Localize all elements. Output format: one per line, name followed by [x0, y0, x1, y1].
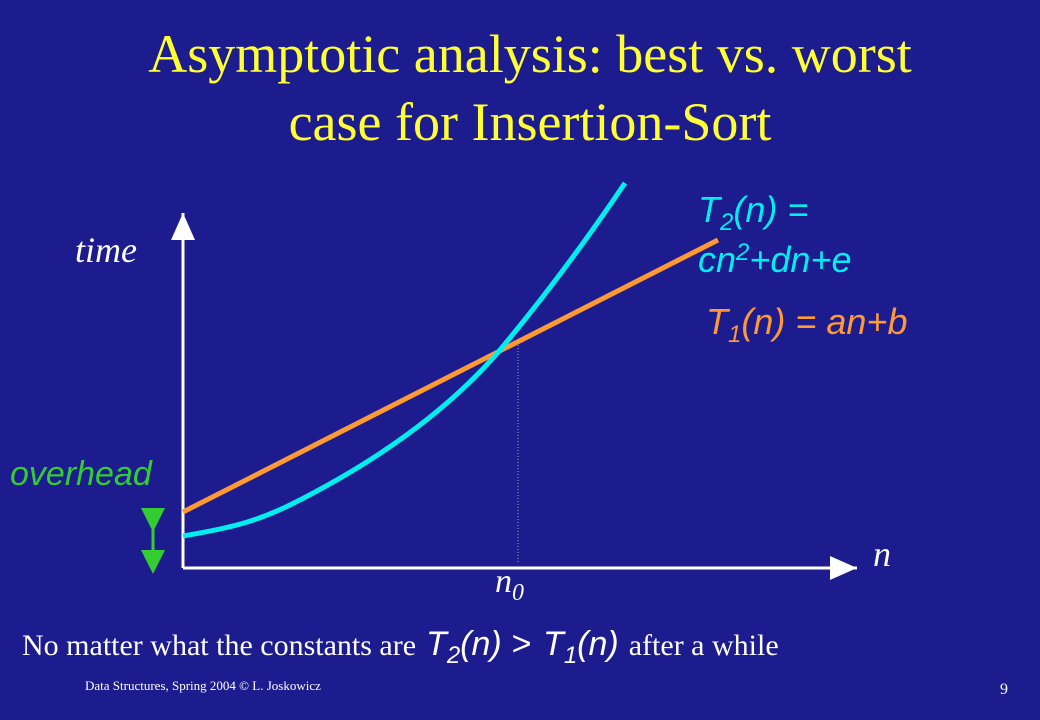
subscript: 2	[446, 642, 460, 669]
base: T	[706, 301, 731, 342]
base: T	[698, 189, 723, 230]
base: n	[495, 563, 512, 600]
caption-text: No matter what the constants are	[22, 629, 416, 662]
base: T	[543, 625, 566, 663]
rest: (n) = an+b	[741, 301, 907, 342]
title-line: Asymptotic analysis: best vs. worst	[148, 24, 911, 84]
crossover-label: n0	[495, 563, 524, 606]
y-label: time	[75, 230, 137, 270]
caption: No matter what the constants are T2(n) > T…	[22, 625, 779, 669]
linear-curve	[181, 237, 720, 515]
t2-label: T2(n) =	[698, 189, 808, 236]
caption-tail: after a while	[629, 629, 779, 662]
superscript: 2	[735, 239, 749, 266]
title-line: case for Insertion-Sort	[289, 92, 772, 152]
rest: (n)	[577, 625, 619, 663]
page-number: 9	[1000, 681, 1008, 698]
rest: (n) =	[733, 189, 808, 230]
t2-label: cn2+dn+e	[698, 239, 852, 280]
base: T	[426, 625, 449, 663]
t1-label: T1(n) = an+b	[706, 301, 907, 348]
x-label: n	[873, 534, 891, 574]
overhead-label: overhead	[10, 455, 153, 493]
rest: +dn+e	[749, 239, 851, 280]
base: cn	[698, 239, 736, 280]
rest: (n) >	[460, 625, 531, 663]
subscript: 1	[564, 642, 577, 669]
subscript: 0	[512, 580, 524, 606]
footer: Data Structures, Spring 2004 © L. Joskow…	[85, 678, 321, 693]
quadratic-curve	[182, 181, 628, 539]
subscript: 2	[719, 209, 733, 236]
subscript: 1	[728, 321, 741, 348]
